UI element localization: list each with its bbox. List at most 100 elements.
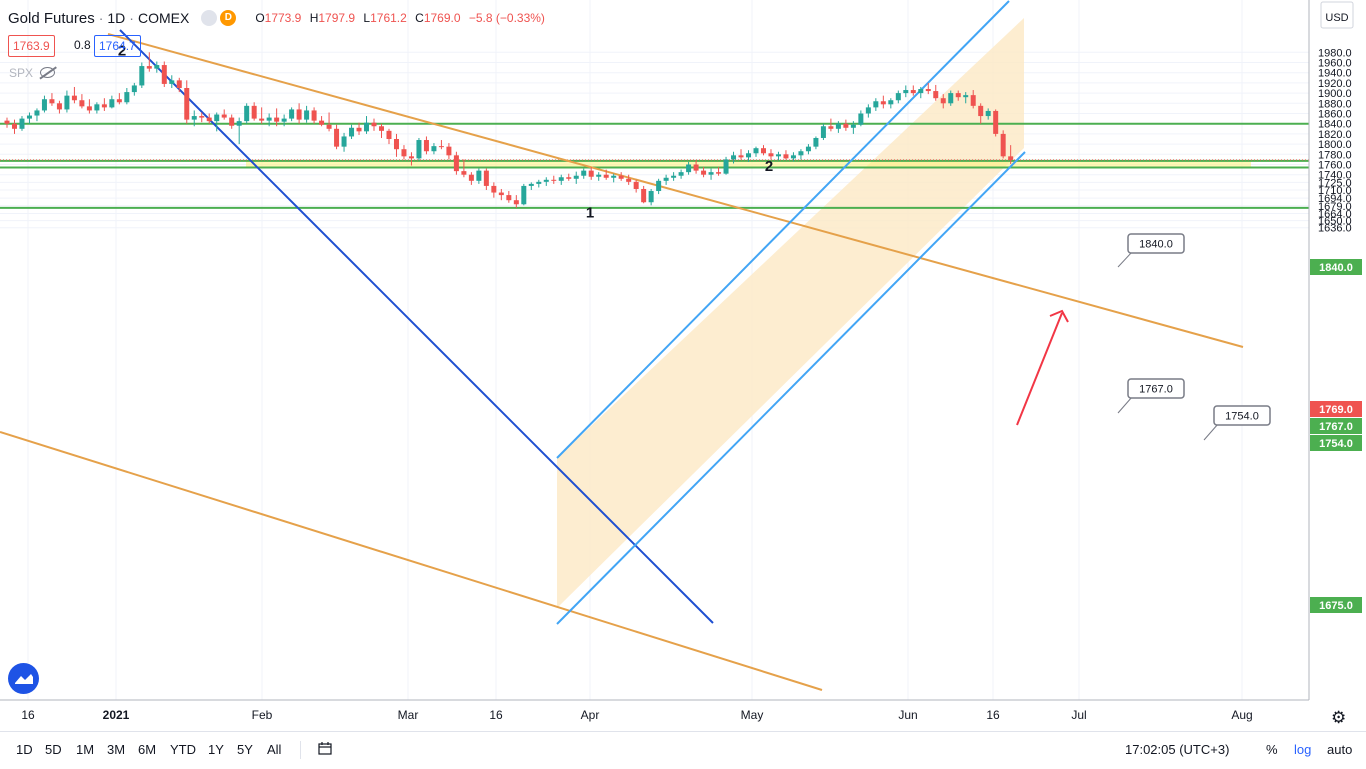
candle-body (581, 170, 587, 176)
spread-value: 0.8 (74, 38, 91, 52)
callout-label: 1754.0 (1225, 411, 1259, 423)
percent-toggle[interactable]: % (1266, 742, 1278, 757)
y-tick-label: 1880.0 (1318, 98, 1352, 110)
price-tag-label: 1675.0 (1319, 600, 1353, 612)
candle-body (438, 146, 444, 148)
orange-trendline-upper[interactable] (107, 33, 1244, 348)
delayed-badge: D (220, 10, 237, 26)
y-tick-label: 1980.0 (1318, 47, 1352, 59)
candle-body (326, 124, 332, 129)
range-ytd[interactable]: YTD (170, 742, 196, 757)
range-1y[interactable]: 1Y (208, 742, 224, 757)
callout-box[interactable] (1127, 378, 1185, 399)
candle-body (895, 93, 901, 101)
range-5y[interactable]: 5Y (237, 742, 253, 757)
candle-body (603, 174, 609, 178)
callout-box[interactable] (1127, 233, 1185, 254)
callout-box[interactable] (1213, 405, 1271, 426)
candle-body (1008, 156, 1014, 160)
y-tick-label: 1780.0 (1318, 149, 1352, 161)
candle-body (865, 107, 871, 114)
clock-time[interactable]: 17:02:05 (UTC+3) (1125, 742, 1230, 757)
candle-body (611, 175, 617, 178)
candle-body (154, 65, 160, 69)
y-tick-label: 1840.0 (1318, 119, 1352, 131)
candle-body (56, 103, 62, 110)
interval-label[interactable]: 1D (107, 10, 126, 26)
candle-body (139, 66, 145, 86)
range-5d[interactable]: 5D (45, 742, 62, 757)
candle-body (498, 192, 504, 196)
log-toggle[interactable]: log (1294, 742, 1312, 757)
arrow-head (1049, 309, 1069, 323)
candle-body (423, 140, 429, 152)
candle-body (903, 90, 909, 94)
currency-box[interactable] (1320, 1, 1354, 29)
candle-body (341, 136, 347, 147)
candle-body (671, 175, 677, 178)
callout-label: 1767.0 (1139, 384, 1173, 396)
bottom-toolbar: 1D 5D 1M 3M 6M YTD 1Y 5Y All 17:02:05 (U… (0, 731, 1366, 769)
price-tag (1310, 418, 1362, 434)
close-value: 1769.0 (423, 11, 461, 25)
candle-body (835, 123, 841, 129)
orange-trendline-lower[interactable] (0, 431, 823, 691)
price-chart[interactable]: 1221840.01767.01754.01636.01650.01664.01… (0, 0, 1366, 731)
symbol-name[interactable]: Gold Futures (8, 9, 95, 27)
candle-body (311, 110, 317, 121)
range-1m[interactable]: 1M (76, 742, 95, 757)
y-tick-label: 1664.0 (1318, 208, 1352, 220)
symbol-header[interactable]: Gold Futures · 1D · COMEX D O1773.9 H179… (8, 9, 545, 27)
candle-body (731, 155, 737, 160)
blue-downtrend-line[interactable] (119, 29, 714, 624)
low-value: 1761.2 (370, 11, 407, 25)
price-tag (1310, 597, 1362, 613)
candle-body (229, 117, 235, 126)
candle-body (191, 116, 197, 120)
hide-eye-icon[interactable] (40, 67, 55, 78)
y-tick-label: 1650.0 (1318, 216, 1352, 228)
candle-body (955, 93, 961, 98)
candle-body (86, 106, 92, 111)
candle-body (566, 177, 572, 179)
compare-symbol[interactable]: SPX (9, 66, 34, 80)
candle-body (940, 98, 946, 104)
y-tick-label: 1679.0 (1318, 201, 1352, 213)
range-all[interactable]: All (267, 742, 282, 757)
change-value: −5.8 (−0.33%) (468, 11, 545, 25)
buy-price-box[interactable]: 1764.7 (94, 35, 141, 57)
support-zone[interactable] (246, 160, 1251, 168)
candle-body (513, 200, 519, 205)
candle-body (199, 116, 205, 118)
candle-body (379, 126, 384, 131)
open-value: 1773.9 (264, 11, 302, 25)
candle-body (49, 99, 55, 104)
candle-body (573, 175, 579, 179)
auto-toggle[interactable]: auto (1327, 742, 1353, 757)
candle-body (11, 123, 17, 129)
candle-body (701, 170, 707, 175)
candle-body (775, 154, 781, 157)
candle-body (334, 128, 340, 147)
candle-body (71, 95, 77, 101)
range-1d[interactable]: 1D (16, 742, 33, 757)
calendar-icon[interactable] (318, 742, 332, 755)
candle-body (19, 118, 25, 129)
range-3m[interactable]: 3M (107, 742, 126, 757)
candle-body (738, 155, 744, 158)
candle-body (813, 137, 819, 147)
range-6m[interactable]: 6M (138, 742, 157, 757)
channel-lower-line[interactable] (556, 151, 1026, 625)
channel-upper-line[interactable] (556, 0, 1010, 459)
candle-body (431, 146, 437, 152)
tradingview-logo-icon[interactable] (8, 663, 39, 694)
projection-arrow[interactable] (1016, 312, 1063, 426)
candle-body (528, 183, 534, 186)
sell-price-box[interactable]: 1763.9 (8, 35, 55, 57)
candle-body (993, 110, 999, 134)
candle-body (356, 127, 362, 132)
candle-body (753, 148, 759, 154)
gear-icon[interactable]: ⚙ (1331, 708, 1347, 727)
candle-body (828, 126, 834, 129)
candle-body (626, 178, 632, 182)
